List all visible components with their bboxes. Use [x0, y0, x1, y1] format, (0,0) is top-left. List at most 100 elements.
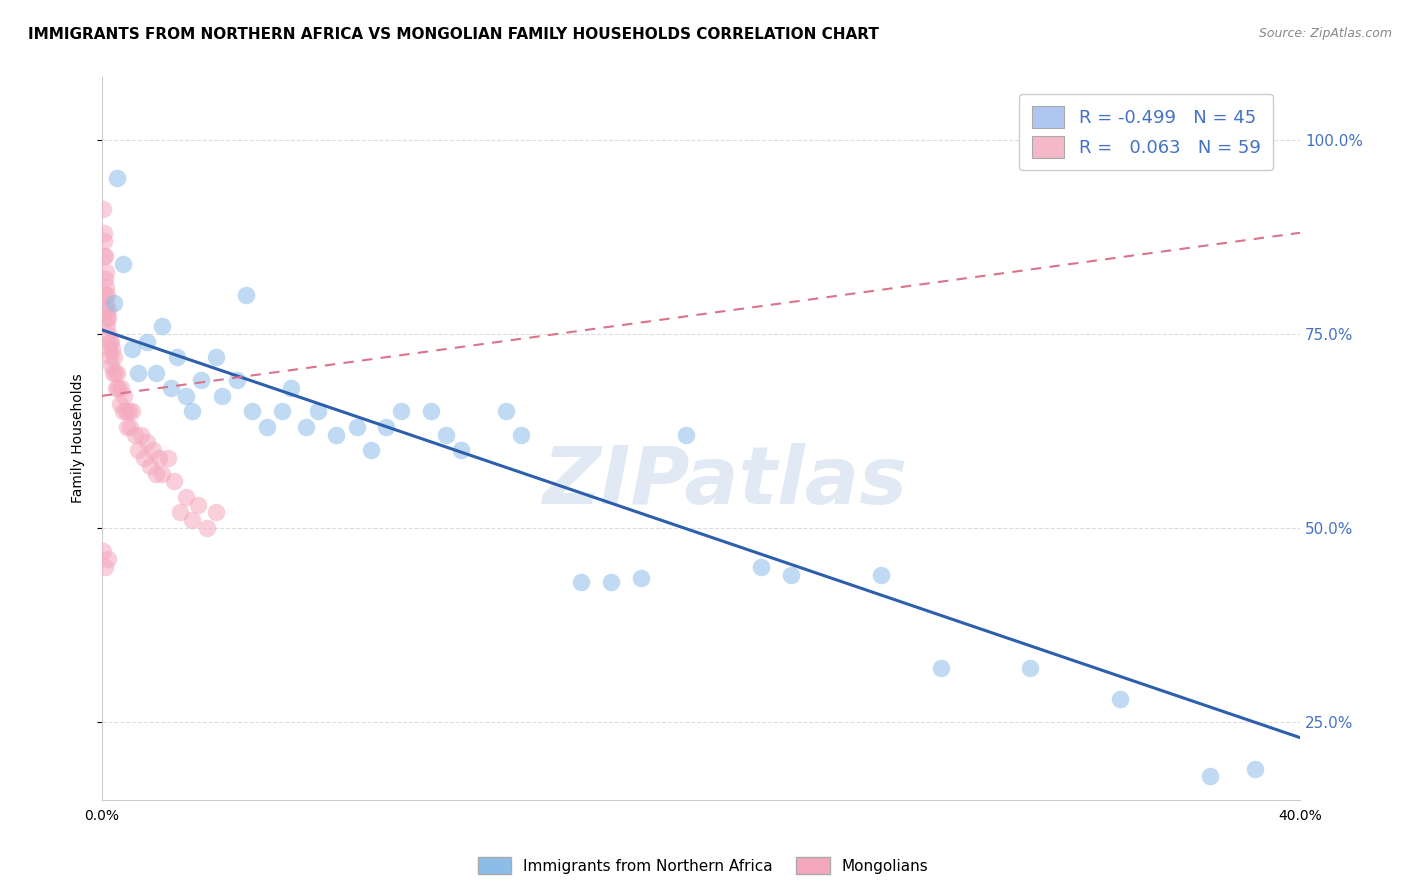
Point: [94, 249, 117, 263]
Point: [112, 389, 135, 403]
Point: [180, 513, 202, 527]
Point: [600, 575, 623, 590]
Point: [93, 234, 115, 248]
Point: [121, 404, 143, 418]
Text: IMMIGRANTS FROM NORTHERN AFRICA VS MONGOLIAN FAMILY HOUSEHOLDS CORRELATION CHART: IMMIGRANTS FROM NORTHERN AFRICA VS MONGO…: [28, 27, 879, 42]
Point: [1019, 661, 1042, 675]
Point: [97, 311, 120, 326]
Point: [127, 366, 149, 380]
Point: [121, 343, 143, 357]
Point: [420, 404, 443, 418]
Point: [211, 389, 233, 403]
Point: [103, 350, 125, 364]
Point: [270, 404, 292, 418]
Legend: R = -0.499   N = 45, R =   0.063   N = 59: R = -0.499 N = 45, R = 0.063 N = 59: [1019, 94, 1272, 170]
Point: [145, 366, 167, 380]
Point: [100, 334, 122, 349]
Point: [132, 450, 155, 465]
Point: [98, 350, 121, 364]
Point: [96, 318, 118, 333]
Point: [375, 420, 398, 434]
Text: ZIPatlas: ZIPatlas: [543, 443, 907, 521]
Point: [105, 366, 128, 380]
Point: [156, 450, 179, 465]
Point: [169, 505, 191, 519]
Point: [97, 303, 120, 318]
Point: [929, 661, 952, 675]
Point: [187, 498, 209, 512]
Legend: Immigrants from Northern Africa, Mongolians: Immigrants from Northern Africa, Mongoli…: [471, 851, 935, 880]
Point: [96, 311, 118, 326]
Point: [307, 404, 329, 418]
Point: [391, 404, 413, 418]
Point: [118, 404, 141, 418]
Point: [94, 303, 117, 318]
Point: [280, 381, 302, 395]
Point: [180, 404, 202, 418]
Point: [195, 521, 218, 535]
Point: [93, 249, 115, 263]
Point: [139, 458, 162, 473]
Point: [148, 450, 170, 465]
Point: [93, 272, 115, 286]
Point: [204, 505, 226, 519]
Point: [105, 171, 128, 186]
Point: [142, 443, 165, 458]
Point: [434, 427, 457, 442]
Point: [240, 404, 263, 418]
Point: [630, 571, 652, 585]
Point: [98, 334, 121, 349]
Point: [104, 366, 127, 380]
Point: [450, 443, 472, 458]
Point: [166, 350, 188, 364]
Point: [150, 318, 173, 333]
Point: [163, 475, 186, 489]
Point: [107, 381, 129, 395]
Point: [129, 427, 152, 442]
Point: [135, 334, 157, 349]
Point: [94, 288, 117, 302]
Point: [159, 381, 181, 395]
Point: [108, 397, 131, 411]
Point: [93, 226, 115, 240]
Y-axis label: Family Households: Family Households: [72, 374, 86, 503]
Point: [569, 575, 592, 590]
Point: [869, 567, 891, 582]
Point: [135, 435, 157, 450]
Point: [174, 490, 197, 504]
Point: [115, 404, 138, 418]
Point: [225, 373, 247, 387]
Point: [104, 381, 127, 395]
Point: [779, 567, 801, 582]
Point: [675, 427, 697, 442]
Point: [100, 358, 122, 372]
Point: [96, 288, 118, 302]
Point: [510, 427, 533, 442]
Point: [749, 559, 772, 574]
Point: [204, 350, 226, 364]
Point: [111, 257, 134, 271]
Point: [256, 420, 278, 434]
Point: [325, 427, 347, 442]
Point: [360, 443, 382, 458]
Text: Source: ZipAtlas.com: Source: ZipAtlas.com: [1258, 27, 1392, 40]
Point: [93, 544, 115, 558]
Point: [127, 443, 149, 458]
Point: [94, 280, 117, 294]
Point: [101, 343, 124, 357]
Point: [294, 420, 316, 434]
Point: [117, 420, 139, 434]
Point: [120, 420, 142, 434]
Point: [190, 373, 212, 387]
Point: [124, 427, 146, 442]
Point: [495, 404, 517, 418]
Point: [1109, 691, 1132, 706]
Point: [1199, 769, 1222, 783]
Point: [174, 389, 197, 403]
Point: [97, 552, 120, 566]
Point: [96, 295, 118, 310]
Point: [101, 366, 124, 380]
Point: [346, 420, 368, 434]
Point: [110, 381, 132, 395]
Point: [235, 288, 257, 302]
